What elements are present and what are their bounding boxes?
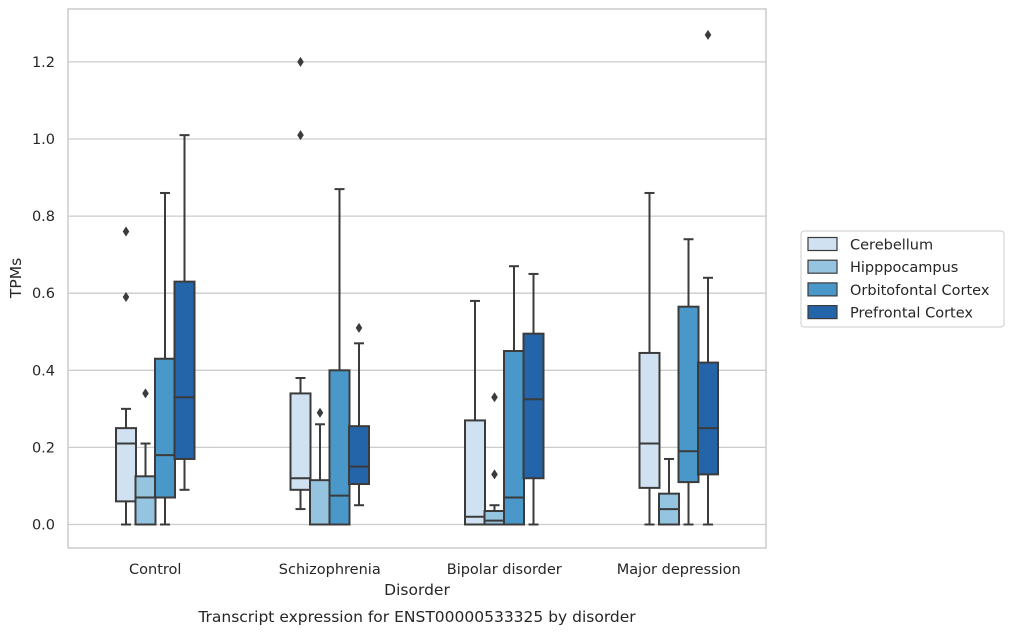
box-groups <box>115 29 719 526</box>
legend-swatch <box>807 259 838 274</box>
box-prefrontal-cortex <box>348 322 370 507</box>
legend-label: Cerebellum <box>850 238 933 254</box>
box-iqr <box>483 510 506 526</box>
y-tick-labels: 0.0 0.2 0.4 0.6 0.8 1.0 1.2 <box>32 55 55 534</box>
box-orbitofontal-cortex <box>503 265 525 526</box>
box-iqr <box>328 369 351 526</box>
y-tick-label: 0.4 <box>32 363 55 379</box>
box-iqr <box>115 427 137 503</box>
box-iqr <box>173 280 196 460</box>
y-tick-label: 0.6 <box>32 286 55 302</box>
box-iqr <box>522 332 545 480</box>
y-tick-label: 0.8 <box>32 209 55 225</box>
box-cerebellum <box>638 191 661 526</box>
box-iqr <box>348 425 370 486</box>
box-cerebellum <box>464 299 486 526</box>
legend-label: Prefrontal Cortex <box>850 306 973 322</box>
outlier-point <box>316 407 324 418</box>
outlier-point <box>491 392 498 403</box>
box-orbitofontal-cortex <box>677 238 700 526</box>
outlier-point <box>491 469 498 480</box>
outlier-point <box>355 322 363 333</box>
x-tick-label: Schizophrenia <box>279 562 381 578</box>
box-iqr <box>134 475 157 526</box>
y-tick-label: 0.2 <box>32 440 55 456</box>
outlier-point <box>142 388 149 399</box>
box-hipppocampus <box>134 388 157 526</box>
x-tick-label: Control <box>129 562 181 578</box>
box-prefrontal-cortex <box>697 29 719 526</box>
box-iqr <box>464 419 486 526</box>
x-tick-labels: Control Schizophrenia Bipolar disorder Majo… <box>129 562 741 578</box>
y-tick-label: 1.0 <box>32 132 55 148</box>
legend-swatch <box>807 305 838 320</box>
outlier-point <box>122 292 130 303</box>
box-hipppocampus <box>483 392 506 526</box>
x-axis-label: Disorder <box>384 581 450 599</box>
box-cerebellum <box>289 56 312 511</box>
x-tick-label: Bipolar disorder <box>447 562 562 578</box>
chart-caption: Transcript expression for ENST0000053332… <box>197 608 636 626</box>
outlier-point <box>704 29 712 40</box>
legend-swatch <box>807 282 838 297</box>
legend-label: Orbitofontal Cortex <box>850 283 990 299</box>
legend-label: Hipppocampus <box>850 260 958 276</box>
box-orbitofontal-cortex <box>328 188 351 526</box>
box-hipppocampus <box>658 457 680 526</box>
y-tick-label: 0.0 <box>32 518 55 534</box>
legend-frame <box>800 230 1005 328</box>
y-tick-label: 1.2 <box>32 55 55 71</box>
legend-items: Cerebellum Hipppocampus Orbitofontal Corte… <box>807 236 990 322</box>
y-axis-label: TPMs <box>7 258 25 299</box>
outlier-point <box>122 226 130 237</box>
outlier-point <box>297 130 304 141</box>
outlier-point <box>297 56 304 67</box>
box-iqr <box>154 357 176 499</box>
x-tick-label: Major depression <box>617 562 741 578</box>
box-iqr <box>309 479 331 526</box>
box-prefrontal-cortex <box>173 134 196 491</box>
legend-swatch <box>807 236 838 252</box>
box-iqr <box>677 305 700 484</box>
box-iqr <box>697 361 719 476</box>
box-hipppocampus <box>309 407 331 526</box>
box-iqr <box>638 351 661 489</box>
plot-area-frame <box>67 8 767 549</box>
box-orbitofontal-cortex <box>154 191 176 526</box>
legend: Cerebellum Hipppocampus Orbitofontal Corte… <box>800 230 1005 328</box>
box-cerebellum <box>115 226 137 526</box>
box-prefrontal-cortex <box>522 272 545 526</box>
box-iqr <box>289 392 312 491</box>
